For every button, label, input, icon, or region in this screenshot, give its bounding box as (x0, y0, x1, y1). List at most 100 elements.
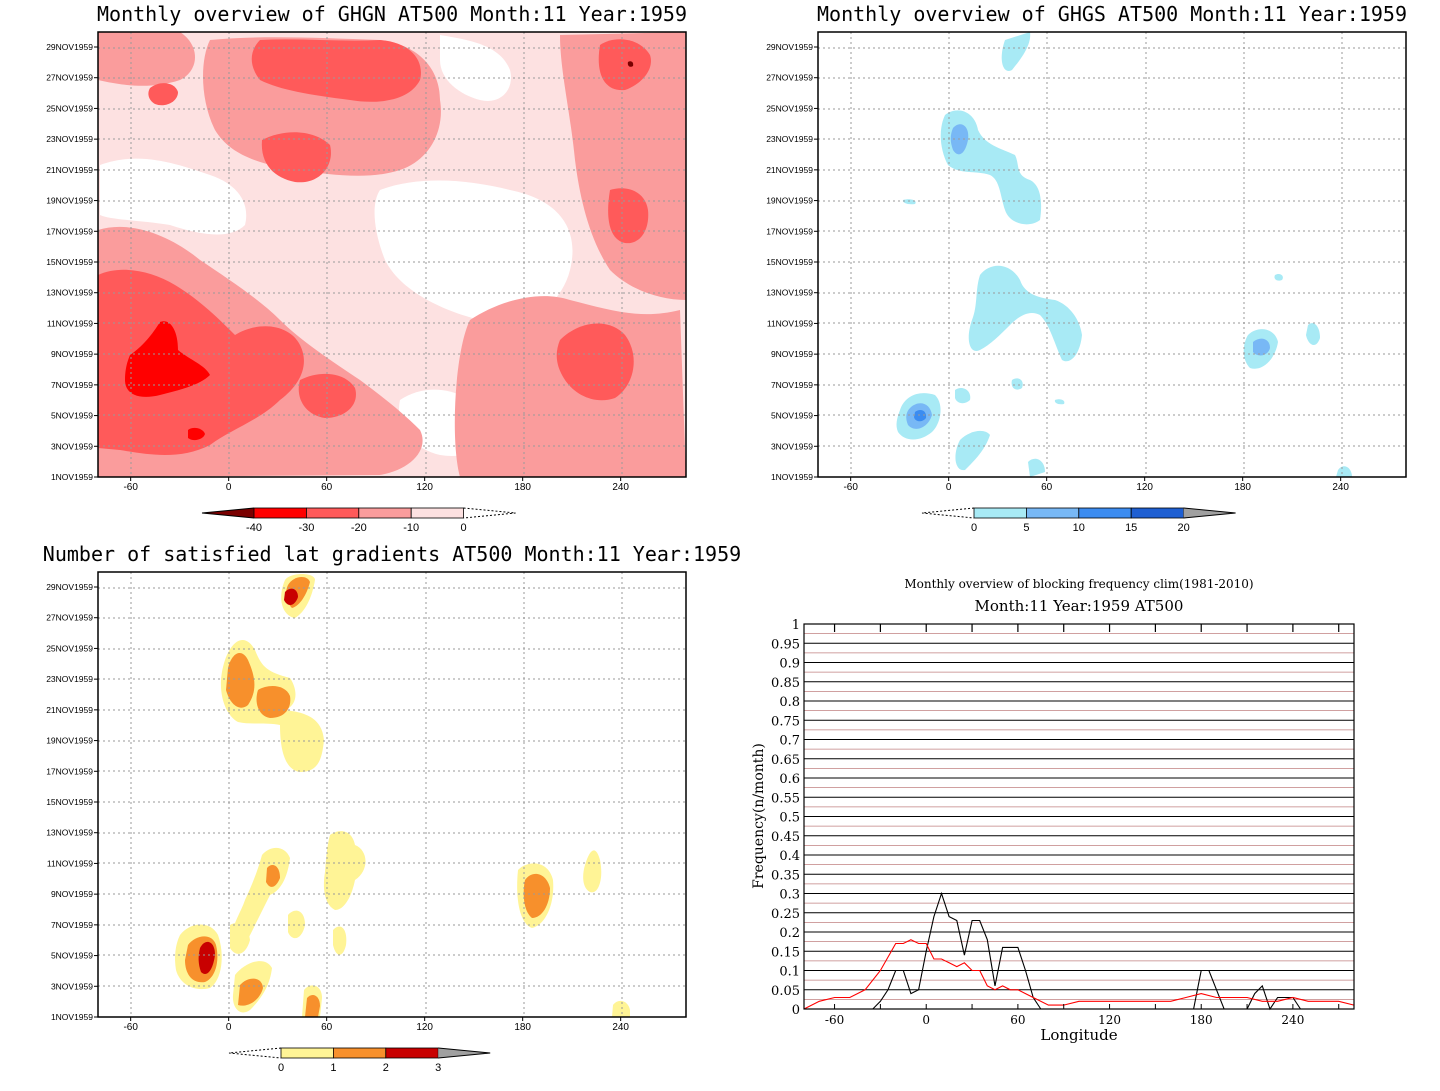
latgrad-region-yellow (583, 850, 602, 893)
ghgs-x-axis: -60 0 60 120 180 240 (843, 477, 1349, 493)
latgrad-region-darkred (284, 588, 298, 606)
blocking-y-tick-label: 0.6 (779, 772, 800, 787)
ghgn-region-darkred (188, 427, 205, 441)
ghgn-y-axis: 1NOV1959 3NOV1959 5NOV1959 7NOV1959 9NOV1959… (46, 42, 98, 482)
blocking-y-tick-label: 0.5 (779, 811, 800, 826)
ghgn-region-pink (560, 32, 686, 300)
ghgn-y-tick-label: 13NOV1959 (46, 288, 93, 298)
ghgn-y-tick-label: 29NOV1959 (46, 42, 93, 52)
blocking-y-tick-label: 0.55 (771, 791, 800, 806)
colorbar-label: 20 (1177, 522, 1189, 534)
ghgs-y-tick-label: 3NOV1959 (771, 441, 813, 451)
colorbar-segment (973, 507, 1027, 519)
ghgs-region-light (1001, 32, 1031, 71)
ghgs-region-light (1011, 378, 1023, 390)
ghgs-y-tick-label: 29NOV1959 (766, 42, 813, 52)
latgrad-x-tick-label: 240 (612, 1022, 629, 1033)
colorbar-label: 3 (435, 1062, 441, 1074)
colorbar-label: 1 (330, 1062, 336, 1074)
colorbar-right-triangle (438, 1047, 491, 1059)
blocking-y-tick-label: 0.7 (779, 734, 800, 749)
latgrad-region-orange (523, 873, 550, 918)
ghgs-region-light (955, 388, 971, 404)
colorbar-label: 0 (971, 522, 977, 534)
blocking-xlabel: Longitude (1040, 1026, 1117, 1044)
blocking-y-tick-label: 1 (792, 618, 800, 633)
latgrad-y-tick-label: 9NOV1959 (51, 889, 93, 899)
ghgs-y-tick-label: 23NOV1959 (766, 134, 813, 144)
colorbar-segment (1078, 507, 1132, 519)
latgrad-x-tick-label: 0 (226, 1022, 232, 1033)
blocking-y-tick-label: 0.35 (771, 868, 800, 883)
panel-ghgn: Monthly overview of GHGN AT500 Month:11 … (46, 2, 687, 534)
colorbar-right-triangle (1183, 507, 1236, 519)
ghgs-y-tick-label: 9NOV1959 (771, 349, 813, 359)
ghgn-x-tick-label: -60 (123, 482, 138, 493)
blocking-y-tick-label: 0.95 (771, 637, 800, 652)
ghgn-region-white (440, 35, 511, 101)
ghgn-region-red (556, 323, 634, 401)
ghgn-region-white (100, 158, 247, 235)
ghgn-x-tick-label: 120 (416, 482, 433, 493)
latgrad-region-yellow (288, 910, 305, 939)
ghgn-y-tick-label: 15NOV1959 (46, 257, 93, 267)
latgrad-y-tick-label: 13NOV1959 (46, 828, 93, 838)
ghgs-y-tick-label: 11NOV1959 (767, 318, 813, 328)
colorbar-label: -10 (403, 522, 419, 534)
ghgn-y-tick-label: 17NOV1959 (46, 226, 93, 236)
ghgn-region-red (608, 188, 649, 244)
latgrad-grid (98, 572, 686, 1017)
ghgs-y-tick-label: 27NOV1959 (766, 73, 813, 83)
latgrad-y-tick-label: 15NOV1959 (46, 797, 93, 807)
ghgs-region-light (1028, 458, 1045, 477)
colorbar-label: -20 (351, 522, 367, 534)
ghgn-x-tick-label: 60 (321, 482, 333, 493)
blocking-y-tick-label: 0.85 (771, 676, 800, 691)
blocking-y-tick-label: 0.8 (779, 695, 800, 710)
ghgn-y-tick-label: 23NOV1959 (46, 134, 93, 144)
ghgs-x-tick-label: 180 (1234, 482, 1251, 493)
ghgn-y-tick-label: 9NOV1959 (51, 349, 93, 359)
ghgs-x-tick-label: 0 (946, 482, 952, 493)
blocking-y-tick-label: 0.15 (771, 945, 800, 960)
blocking-y-tick-label: 0.9 (779, 657, 800, 672)
latgrad-region-orange (305, 994, 320, 1017)
ghgs-plot (817, 31, 1407, 478)
latgrad-y-tick-label: 11NOV1959 (47, 858, 93, 868)
blocking-series-red-line (803, 939, 1355, 1010)
colorbar-left-triangle (201, 507, 255, 519)
ghgs-region-light (902, 199, 916, 205)
ghgs-y-tick-label: 21NOV1959 (766, 165, 813, 175)
blocking-y-tick-label: 0.4 (779, 849, 800, 864)
blocking-y-tick-label: 0.1 (779, 965, 800, 980)
colorbar-label: 15 (1125, 522, 1137, 534)
ghgn-region-white (374, 180, 573, 323)
ghgs-x-tick-label: 120 (1136, 482, 1153, 493)
blocking-y-tick-label: 0.75 (771, 714, 800, 729)
colorbar-segment (358, 507, 412, 519)
latgrad-y-tick-label: 21NOV1959 (46, 705, 93, 715)
ghgs-y-tick-label: 25NOV1959 (766, 103, 813, 113)
colorbar-right-triangle (463, 507, 516, 519)
blocking-x-tick-label: 120 (1098, 1013, 1121, 1027)
latgrad-region-orange (226, 653, 255, 708)
latgrad-x-tick-label: 60 (321, 1022, 333, 1033)
colorbar-segment (1026, 507, 1080, 519)
latgrad-y-tick-label: 27NOV1959 (46, 613, 93, 623)
ghgn-y-tick-label: 27NOV1959 (46, 73, 93, 83)
latgrad-colorbar: 0 1 2 3 (228, 1047, 491, 1074)
ghgs-x-tick-label: 60 (1041, 482, 1053, 493)
colorbar-label: -30 (298, 522, 314, 534)
ghgs-y-tick-label: 5NOV1959 (771, 411, 813, 421)
ghgn-region-darkred (125, 321, 210, 397)
blocking-x-axis: -60 0 60 120 180 240 (825, 624, 1340, 1027)
ghgn-x-axis: -60 0 60 120 180 240 (123, 477, 629, 493)
colorbar-left-triangle (228, 1047, 282, 1059)
colorbar-label: 10 (1073, 522, 1085, 534)
latgrad-x-axis: -60 0 60 120 180 240 (123, 1017, 629, 1033)
blocking-frame (803, 623, 1355, 1010)
colorbar-left-triangle (921, 507, 975, 519)
latgrad-region-darkred (198, 941, 215, 975)
ghgs-region-mid (1253, 338, 1270, 356)
ghgs-y-tick-label: 1NOV1959 (771, 472, 813, 482)
